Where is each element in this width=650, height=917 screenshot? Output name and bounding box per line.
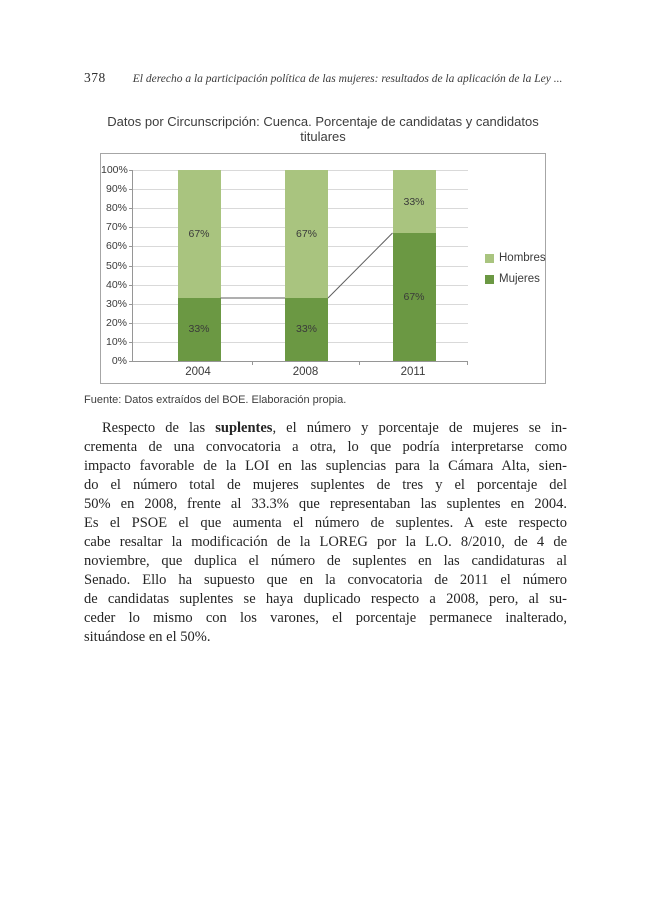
paragraph-line: de candidatas suplentes se haya duplicad… bbox=[84, 591, 567, 607]
paragraph-line: cabe resaltar la modificación de la LORE… bbox=[84, 534, 567, 550]
y-axis-tick bbox=[129, 265, 133, 267]
page-header: 378 El derecho a la participación políti… bbox=[84, 70, 562, 86]
chart-area: 33% 67% 33% 67% 67% 33% Hombres Mujeres 0% 10% 2… bbox=[100, 153, 546, 384]
y-axis-tick bbox=[129, 227, 133, 229]
x-axis-tick bbox=[359, 361, 361, 365]
bar-segment-hombres-2011: 33% bbox=[392, 170, 436, 234]
y-axis-tick-label: 60% bbox=[105, 240, 127, 253]
paragraph-line: crementa de una convocatoria a otra, lo … bbox=[84, 439, 567, 455]
chart-legend: Hombres Mujeres bbox=[485, 252, 546, 294]
y-axis-tick-label: 70% bbox=[105, 221, 127, 234]
y-axis-tick bbox=[129, 322, 133, 324]
paragraph-bold-term: suplentes bbox=[215, 420, 273, 436]
x-axis-tick bbox=[467, 361, 468, 365]
bar-segment-mujeres-2011: 67% bbox=[392, 233, 436, 361]
legend-swatch-icon bbox=[485, 253, 494, 263]
paragraph-text: , el número y porcentaje de mujeres se i… bbox=[272, 420, 567, 436]
y-axis-tick-label: 50% bbox=[105, 259, 127, 272]
x-axis-tick bbox=[251, 361, 253, 365]
y-axis-tick bbox=[129, 303, 133, 305]
figure-source: Fuente: Datos extraídos del BOE. Elabora… bbox=[84, 394, 347, 406]
paragraph-line: noviembre, que duplica el número de supl… bbox=[84, 553, 567, 569]
legend-label: Hombres bbox=[499, 252, 546, 264]
y-axis-tick-label: 30% bbox=[105, 297, 127, 310]
legend-label: Mujeres bbox=[499, 273, 540, 285]
paragraph-line: do el número total de mujeres suplentes … bbox=[84, 477, 567, 493]
paragraph-line: Respecto de las suplentes, el número y p… bbox=[84, 419, 567, 438]
figure-title-line2: titulares bbox=[300, 129, 346, 144]
legend-item-hombres: Hombres bbox=[485, 252, 546, 264]
paragraph-line: ceder lo mismo con los varones, el porce… bbox=[84, 610, 567, 626]
y-axis-tick-label: 20% bbox=[105, 316, 127, 329]
bar-2008: 33% 67% bbox=[285, 170, 328, 361]
x-axis-category-label: 2008 bbox=[292, 366, 319, 378]
y-axis-tick-label: 0% bbox=[111, 355, 127, 367]
data-label: 67% bbox=[188, 228, 210, 240]
data-label: 33% bbox=[295, 323, 317, 336]
data-label: 67% bbox=[295, 228, 317, 240]
y-axis-tick bbox=[129, 189, 133, 191]
bar-segment-mujeres-2008: 33% bbox=[285, 297, 328, 361]
paragraph-line: 50% en 2008, frente al 33.3% que represe… bbox=[84, 496, 567, 512]
bar-segment-hombres-2008: 67% bbox=[285, 170, 328, 298]
bar-2011: 67% 33% bbox=[392, 170, 436, 361]
y-axis-tick bbox=[129, 341, 133, 343]
y-axis-tick-label: 80% bbox=[105, 202, 127, 215]
legend-swatch-icon bbox=[485, 274, 494, 284]
data-label: 67% bbox=[403, 291, 425, 304]
paragraph-line: impacto favorable de la LOI en las suple… bbox=[84, 458, 567, 474]
y-axis-tick bbox=[129, 284, 133, 286]
page-number: 378 bbox=[84, 70, 106, 85]
y-axis-tick-label: 10% bbox=[105, 335, 127, 348]
paragraph-line: situándose en el 50%. bbox=[84, 629, 211, 645]
x-axis-category-label: 2004 bbox=[185, 366, 211, 378]
bar-segment-hombres-2004: 67% bbox=[177, 170, 221, 298]
y-axis-tick-label: 40% bbox=[105, 278, 127, 291]
data-label: 33% bbox=[188, 323, 210, 336]
figure-title-line1: Datos por Circunscripción: Cuenca. Porce… bbox=[107, 114, 539, 129]
paragraph-line: Senado. Ello ha supuesto que en la convo… bbox=[84, 572, 567, 588]
body-paragraph: Respecto de las suplentes, el número y p… bbox=[84, 419, 567, 647]
plot-area: 33% 67% 33% 67% 67% 33% bbox=[132, 170, 468, 362]
y-axis-tick-label: 90% bbox=[105, 183, 127, 196]
figure-title: Datos por Circunscripción: Cuenca. Porce… bbox=[100, 114, 546, 144]
y-axis-tick bbox=[129, 361, 133, 362]
paragraph-line: Es el PSOE el que aumenta el número de s… bbox=[84, 515, 567, 531]
y-axis-tick bbox=[129, 246, 133, 248]
legend-item-mujeres: Mujeres bbox=[485, 273, 546, 285]
y-axis-tick-label: 100% bbox=[101, 164, 128, 176]
data-label: 33% bbox=[403, 195, 425, 208]
x-axis-category-label: 2011 bbox=[400, 366, 426, 378]
y-axis-tick bbox=[129, 170, 133, 171]
bar-segment-mujeres-2004: 33% bbox=[177, 297, 221, 361]
paragraph-text: Respecto de las bbox=[102, 420, 216, 436]
bar-2004: 33% 67% bbox=[177, 170, 221, 361]
y-axis-tick bbox=[129, 208, 133, 210]
running-title: El derecho a la participación política d… bbox=[132, 73, 563, 85]
